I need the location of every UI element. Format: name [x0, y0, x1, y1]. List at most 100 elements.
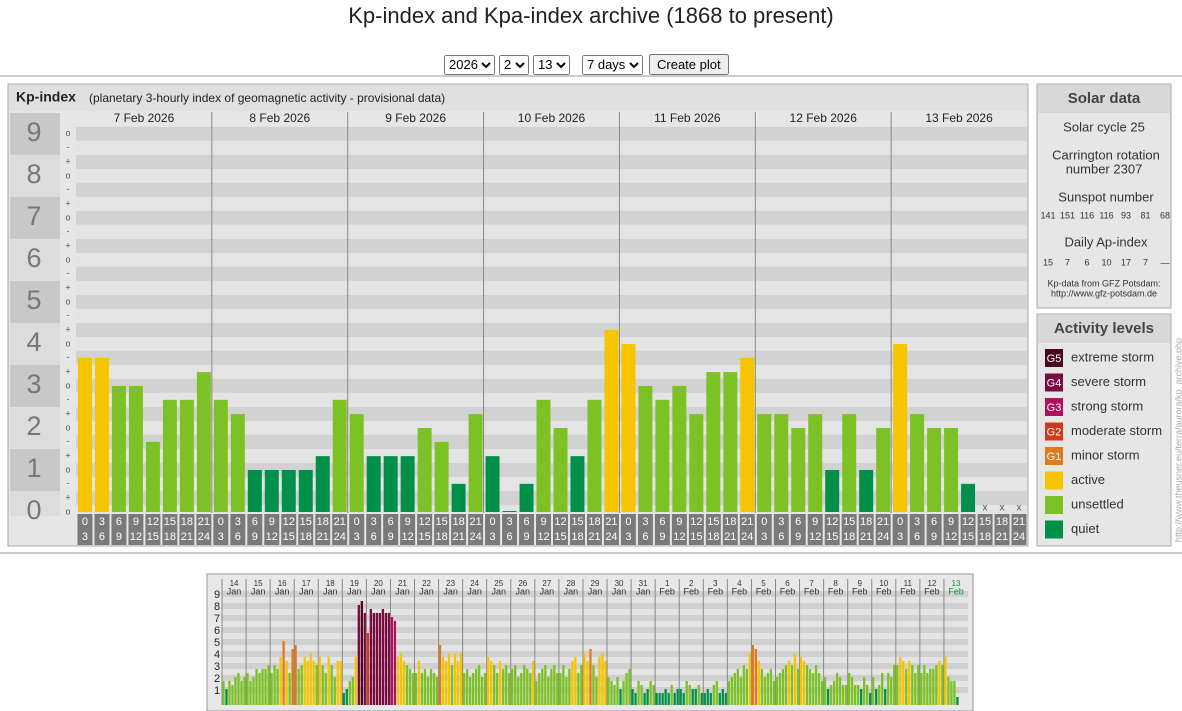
- interval-label: 12: [283, 516, 295, 528]
- interval-label: 6: [931, 516, 937, 528]
- y-tick-label: 2: [214, 673, 220, 685]
- interval-cell: [162, 514, 178, 545]
- interval-label: 15: [419, 531, 431, 543]
- overview-bar: [881, 672, 884, 705]
- overview-day: 5: [761, 579, 766, 588]
- interval-cell: [620, 514, 636, 545]
- overview-bar: [808, 669, 812, 705]
- overview-bar: [784, 665, 788, 705]
- interval-cell: [281, 514, 297, 545]
- grid-stripe: [76, 140, 1027, 155]
- overview-bar: [622, 681, 625, 705]
- y-tick-label: 6: [26, 243, 41, 273]
- overview-bar: [303, 657, 306, 705]
- interval-label: 21: [334, 516, 346, 528]
- overview-day: 1: [665, 579, 670, 588]
- overview-day: 16: [278, 579, 287, 588]
- interval-label: 0: [82, 516, 88, 528]
- day-select[interactable]: 13: [533, 54, 570, 75]
- kp-bar: [502, 511, 517, 512]
- level-swatch: [1045, 349, 1063, 367]
- kp-bar: [94, 357, 109, 512]
- interval-cell: [349, 514, 365, 545]
- day-label: 9 Feb 2026: [385, 111, 446, 125]
- minor-tick-label: +: [65, 240, 70, 250]
- grid-stripe: [76, 434, 1027, 449]
- interval-cell: [875, 514, 891, 545]
- kp-bar: [536, 399, 551, 512]
- kp-bar: [927, 427, 942, 512]
- overview-bar: [456, 660, 460, 705]
- level-swatch: [1045, 471, 1063, 490]
- interval-cell: [179, 514, 195, 545]
- overview-bar: [523, 665, 526, 705]
- sunspots-value: 116: [1080, 210, 1094, 220]
- year-select[interactable]: 2026: [444, 54, 495, 75]
- overview-bar: [634, 693, 637, 705]
- overview-bar: [354, 657, 357, 705]
- overview-bar: [234, 677, 237, 705]
- kp-bar: [706, 372, 721, 512]
- interval-label: 15: [979, 516, 991, 528]
- interval-cell: [536, 514, 551, 545]
- interval-label: 24: [1013, 531, 1025, 543]
- overview-bar: [252, 677, 255, 705]
- interval-cell: [145, 514, 161, 545]
- interval-label: 12: [402, 531, 414, 543]
- kp-bar: [281, 469, 296, 512]
- overview-bar: [441, 657, 445, 705]
- minor-tick-label: +: [65, 156, 70, 166]
- minor-tick-label: -: [67, 268, 70, 278]
- kp-bar: [145, 441, 160, 512]
- overview-bar: [477, 665, 481, 705]
- interval-label: 15: [826, 531, 838, 543]
- overview-bar: [474, 669, 478, 705]
- overview-day: 11: [904, 579, 913, 588]
- interval-label: 21: [860, 531, 872, 543]
- y-tick-label: 8: [26, 159, 41, 189]
- interval-label: 24: [605, 531, 617, 543]
- minor-tick-label: o: [65, 422, 70, 432]
- overview-bar: [592, 665, 595, 705]
- interval-label: 6: [371, 531, 377, 543]
- overview-bar: [348, 681, 351, 705]
- interval-label: 0: [897, 516, 903, 528]
- kp-bar: [298, 469, 313, 512]
- kp-bar: [213, 399, 228, 512]
- interval-label: 3: [235, 516, 241, 528]
- overview-bar: [908, 660, 911, 705]
- overview-bar: [853, 684, 857, 705]
- y-tick-label: 6: [214, 625, 220, 637]
- interval-label: 15: [571, 516, 583, 528]
- overview-day: 6: [785, 579, 790, 588]
- overview-bar: [345, 689, 348, 705]
- level-swatch: [1045, 373, 1063, 392]
- y-tick-band: [10, 364, 60, 407]
- overview-month: Jan: [564, 586, 579, 596]
- month-select[interactable]: 2: [499, 54, 529, 75]
- overview-bar: [953, 681, 956, 705]
- interval-cell: [722, 514, 738, 545]
- missing-mark: x: [983, 503, 988, 514]
- level-label: extreme storm: [1071, 349, 1154, 364]
- kp-bar: [791, 427, 806, 512]
- interval-label: 21: [1013, 516, 1025, 528]
- overview-bar: [243, 677, 246, 705]
- overview-bar: [941, 665, 944, 705]
- kp-bar: [689, 414, 704, 512]
- interval-label: 12: [130, 531, 142, 543]
- minor-tick-label: o: [65, 296, 70, 306]
- interval-label: 9: [116, 531, 122, 543]
- overview-day: 28: [566, 579, 575, 588]
- overview-bar: [956, 696, 959, 705]
- create-plot-button[interactable]: Create plot: [649, 54, 729, 75]
- overview-month: Jan: [516, 586, 531, 596]
- kp-bar: [128, 385, 143, 512]
- grid-stripe: [76, 308, 1027, 323]
- overview-bar: [384, 612, 388, 705]
- interval-cell: [637, 514, 653, 545]
- overview-bar: [616, 677, 619, 705]
- range-select[interactable]: 7 days: [582, 54, 643, 75]
- interval-label: 3: [914, 516, 920, 528]
- overview-day: 7: [809, 579, 814, 588]
